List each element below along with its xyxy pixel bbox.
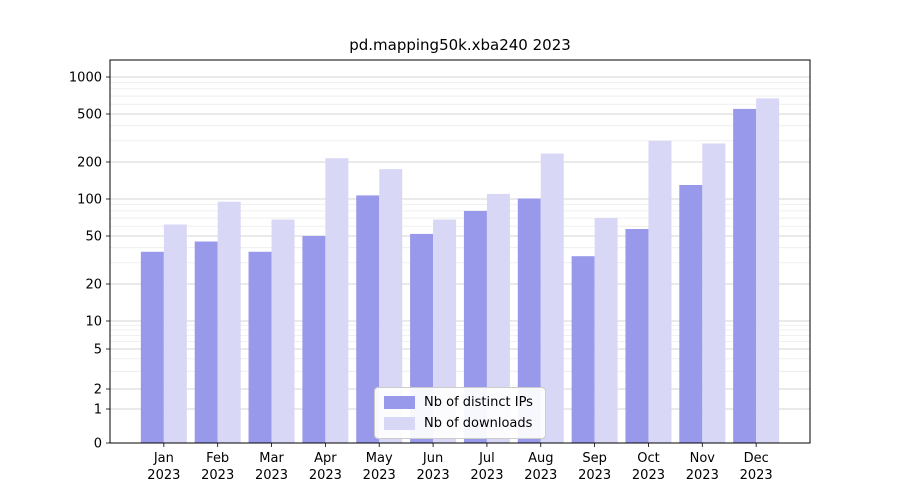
x-tick-label-month: Aug [528, 451, 553, 466]
y-tick-label: 200 [77, 156, 102, 171]
x-tick-label-month: Dec [744, 451, 769, 466]
legend-label-downloads: Nb of downloads [424, 416, 533, 431]
x-tick-label-year: 2023 [417, 468, 450, 483]
x-tick-label-month: Jun [422, 451, 443, 466]
bar-distinct-ips [463, 210, 487, 443]
x-tick-label-year: 2023 [309, 468, 342, 483]
x-tick-label-year: 2023 [147, 468, 180, 483]
x-tick-label-year: 2023 [201, 468, 234, 483]
x-tick-label-year: 2023 [578, 468, 611, 483]
x-tick-label-month: Sep [582, 451, 607, 466]
bar-distinct-ips [571, 256, 595, 443]
legend-swatch-downloads [384, 417, 415, 430]
bar-distinct-ips [140, 251, 164, 443]
y-tick-label: 1 [94, 403, 102, 418]
x-tick-label-month: Jul [478, 451, 495, 466]
y-tick-label: 100 [77, 193, 102, 208]
bar-downloads [163, 224, 187, 443]
bar-downloads [486, 193, 510, 443]
y-tick-label: 10 [85, 315, 102, 330]
bar-downloads [325, 158, 349, 443]
x-tick-label-month: Oct [637, 451, 659, 466]
x-tick-label-year: 2023 [255, 468, 288, 483]
bar-distinct-ips [302, 236, 326, 443]
x-tick-label-month: Feb [206, 451, 229, 466]
x-tick-label-year: 2023 [686, 468, 719, 483]
bar-distinct-ips [248, 251, 272, 443]
y-tick-label: 50 [85, 230, 102, 245]
bar-distinct-ips [356, 195, 380, 443]
plot-border [109, 59, 811, 444]
bar-downloads [540, 153, 564, 444]
y-tick-label: 1000 [69, 71, 102, 86]
x-tick-label-year: 2023 [632, 468, 665, 483]
bar-downloads [379, 169, 403, 443]
x-tick-label-month: Nov [690, 451, 716, 466]
bar-downloads [594, 218, 618, 443]
bar-distinct-ips [733, 108, 757, 444]
bar-downloads [648, 140, 672, 444]
bar-distinct-ips [625, 229, 649, 443]
x-tick-label-year: 2023 [363, 468, 396, 483]
bar-downloads [702, 143, 726, 444]
bar-downloads [217, 201, 241, 443]
x-tick-label-year: 2023 [470, 468, 503, 483]
bar-downloads [756, 98, 780, 443]
y-tick-label: 500 [77, 108, 102, 123]
legend-item-downloads: Nb of downloads [384, 416, 533, 431]
legend-label-distinct-ips: Nb of distinct IPs [424, 395, 533, 410]
chart-title: pd.mapping50k.xba240 2023 [349, 36, 571, 54]
legend-swatch-distinct-ips [384, 396, 415, 409]
x-tick-label-month: Jan [153, 451, 174, 466]
y-tick-label: 20 [85, 278, 102, 293]
x-tick-label-year: 2023 [524, 468, 557, 483]
y-tick-label: 2 [94, 383, 102, 398]
x-tick-label-month: Mar [259, 451, 284, 466]
x-tick-label-month: Apr [314, 451, 337, 466]
legend: Nb of distinct IPs Nb of downloads [374, 387, 546, 439]
legend-item-distinct-ips: Nb of distinct IPs [384, 395, 533, 410]
x-tick-label-month: May [366, 451, 393, 466]
y-tick-label: 5 [94, 343, 102, 358]
x-tick-label-year: 2023 [740, 468, 773, 483]
y-tick-label: 0 [94, 437, 102, 452]
bar-distinct-ips [679, 184, 703, 444]
bar-downloads [271, 219, 295, 443]
bar-distinct-ips [194, 241, 218, 443]
bar-distinct-ips [517, 198, 541, 443]
